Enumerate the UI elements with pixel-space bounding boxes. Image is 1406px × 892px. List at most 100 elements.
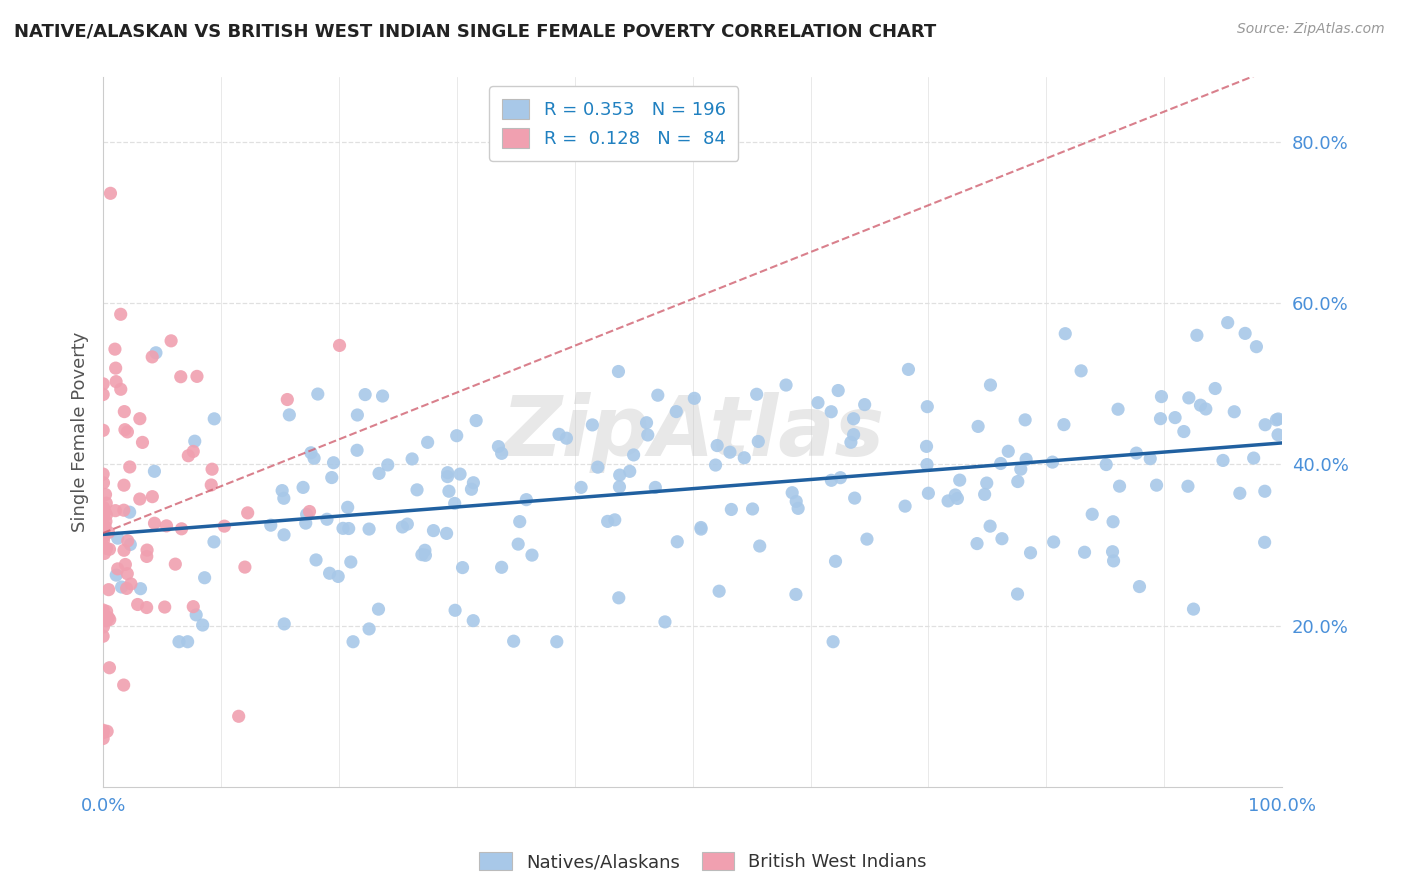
- Point: [436, 466, 458, 480]
- Point: [141, 490, 163, 504]
- Point: [1015, 452, 1038, 467]
- Point: [1014, 413, 1036, 427]
- Point: [1195, 402, 1218, 417]
- Point: [596, 515, 619, 529]
- Point: [167, 634, 190, 648]
- Point: [91, 629, 114, 643]
- Point: [1054, 326, 1077, 341]
- Point: [292, 480, 315, 494]
- Point: [170, 369, 193, 384]
- Point: [346, 408, 368, 422]
- Point: [1108, 479, 1130, 493]
- Point: [298, 504, 321, 518]
- Point: [548, 427, 571, 442]
- Point: [202, 412, 225, 426]
- Point: [93, 500, 115, 515]
- Point: [91, 467, 114, 482]
- Text: NATIVE/ALASKAN VS BRITISH WEST INDIAN SINGLE FEMALE POVERTY CORRELATION CHART: NATIVE/ALASKAN VS BRITISH WEST INDIAN SI…: [14, 22, 936, 40]
- Point: [491, 446, 513, 460]
- Legend: Natives/Alaskans, British West Indians: Natives/Alaskans, British West Indians: [472, 845, 934, 879]
- Point: [91, 539, 114, 553]
- Point: [186, 607, 208, 622]
- Point: [93, 620, 115, 634]
- Point: [117, 566, 139, 581]
- Point: [1007, 475, 1029, 489]
- Point: [666, 534, 689, 549]
- Point: [94, 487, 117, 501]
- Point: [165, 557, 187, 571]
- Point: [118, 505, 141, 519]
- Point: [346, 443, 368, 458]
- Point: [502, 634, 524, 648]
- Point: [1070, 364, 1092, 378]
- Point: [581, 417, 603, 432]
- Point: [820, 473, 842, 487]
- Point: [100, 186, 122, 201]
- Point: [271, 483, 294, 498]
- Point: [1189, 398, 1212, 412]
- Point: [1182, 602, 1205, 616]
- Point: [128, 411, 150, 425]
- Point: [396, 517, 419, 532]
- Point: [91, 376, 114, 391]
- Point: [176, 634, 198, 648]
- Point: [143, 516, 166, 531]
- Point: [143, 464, 166, 478]
- Point: [93, 522, 115, 536]
- Point: [401, 452, 423, 467]
- Point: [273, 491, 295, 506]
- Point: [236, 506, 259, 520]
- Point: [1212, 453, 1234, 467]
- Point: [654, 615, 676, 629]
- Point: [915, 439, 938, 453]
- Point: [91, 603, 114, 617]
- Point: [1007, 587, 1029, 601]
- Point: [706, 439, 728, 453]
- Point: [295, 508, 318, 522]
- Point: [104, 361, 127, 376]
- Point: [807, 395, 830, 409]
- Point: [114, 423, 136, 437]
- Point: [117, 425, 139, 439]
- Point: [98, 542, 121, 557]
- Point: [488, 440, 510, 454]
- Point: [273, 616, 295, 631]
- Point: [949, 473, 972, 487]
- Point: [720, 502, 742, 516]
- Point: [94, 505, 117, 519]
- Point: [853, 398, 876, 412]
- Point: [508, 537, 530, 551]
- Point: [112, 678, 135, 692]
- Point: [322, 456, 344, 470]
- Point: [336, 500, 359, 515]
- Point: [683, 392, 706, 406]
- Point: [233, 560, 256, 574]
- Point: [294, 516, 316, 530]
- Point: [1246, 340, 1268, 354]
- Point: [976, 476, 998, 491]
- Point: [569, 480, 592, 494]
- Point: [449, 467, 471, 481]
- Point: [830, 471, 852, 485]
- Legend: R = 0.353   N = 196, R =  0.128   N =  84: R = 0.353 N = 196, R = 0.128 N = 84: [489, 87, 738, 161]
- Point: [305, 553, 328, 567]
- Point: [214, 519, 236, 533]
- Point: [1102, 515, 1125, 529]
- Point: [91, 731, 114, 746]
- Point: [127, 598, 149, 612]
- Point: [1254, 417, 1277, 432]
- Point: [337, 522, 360, 536]
- Point: [827, 384, 849, 398]
- Point: [619, 464, 641, 478]
- Point: [465, 413, 488, 427]
- Point: [690, 522, 713, 536]
- Point: [991, 532, 1014, 546]
- Point: [117, 533, 139, 548]
- Point: [110, 307, 132, 321]
- Point: [96, 724, 118, 739]
- Point: [690, 520, 713, 534]
- Point: [509, 515, 531, 529]
- Point: [647, 388, 669, 402]
- Point: [1081, 508, 1104, 522]
- Point: [128, 491, 150, 506]
